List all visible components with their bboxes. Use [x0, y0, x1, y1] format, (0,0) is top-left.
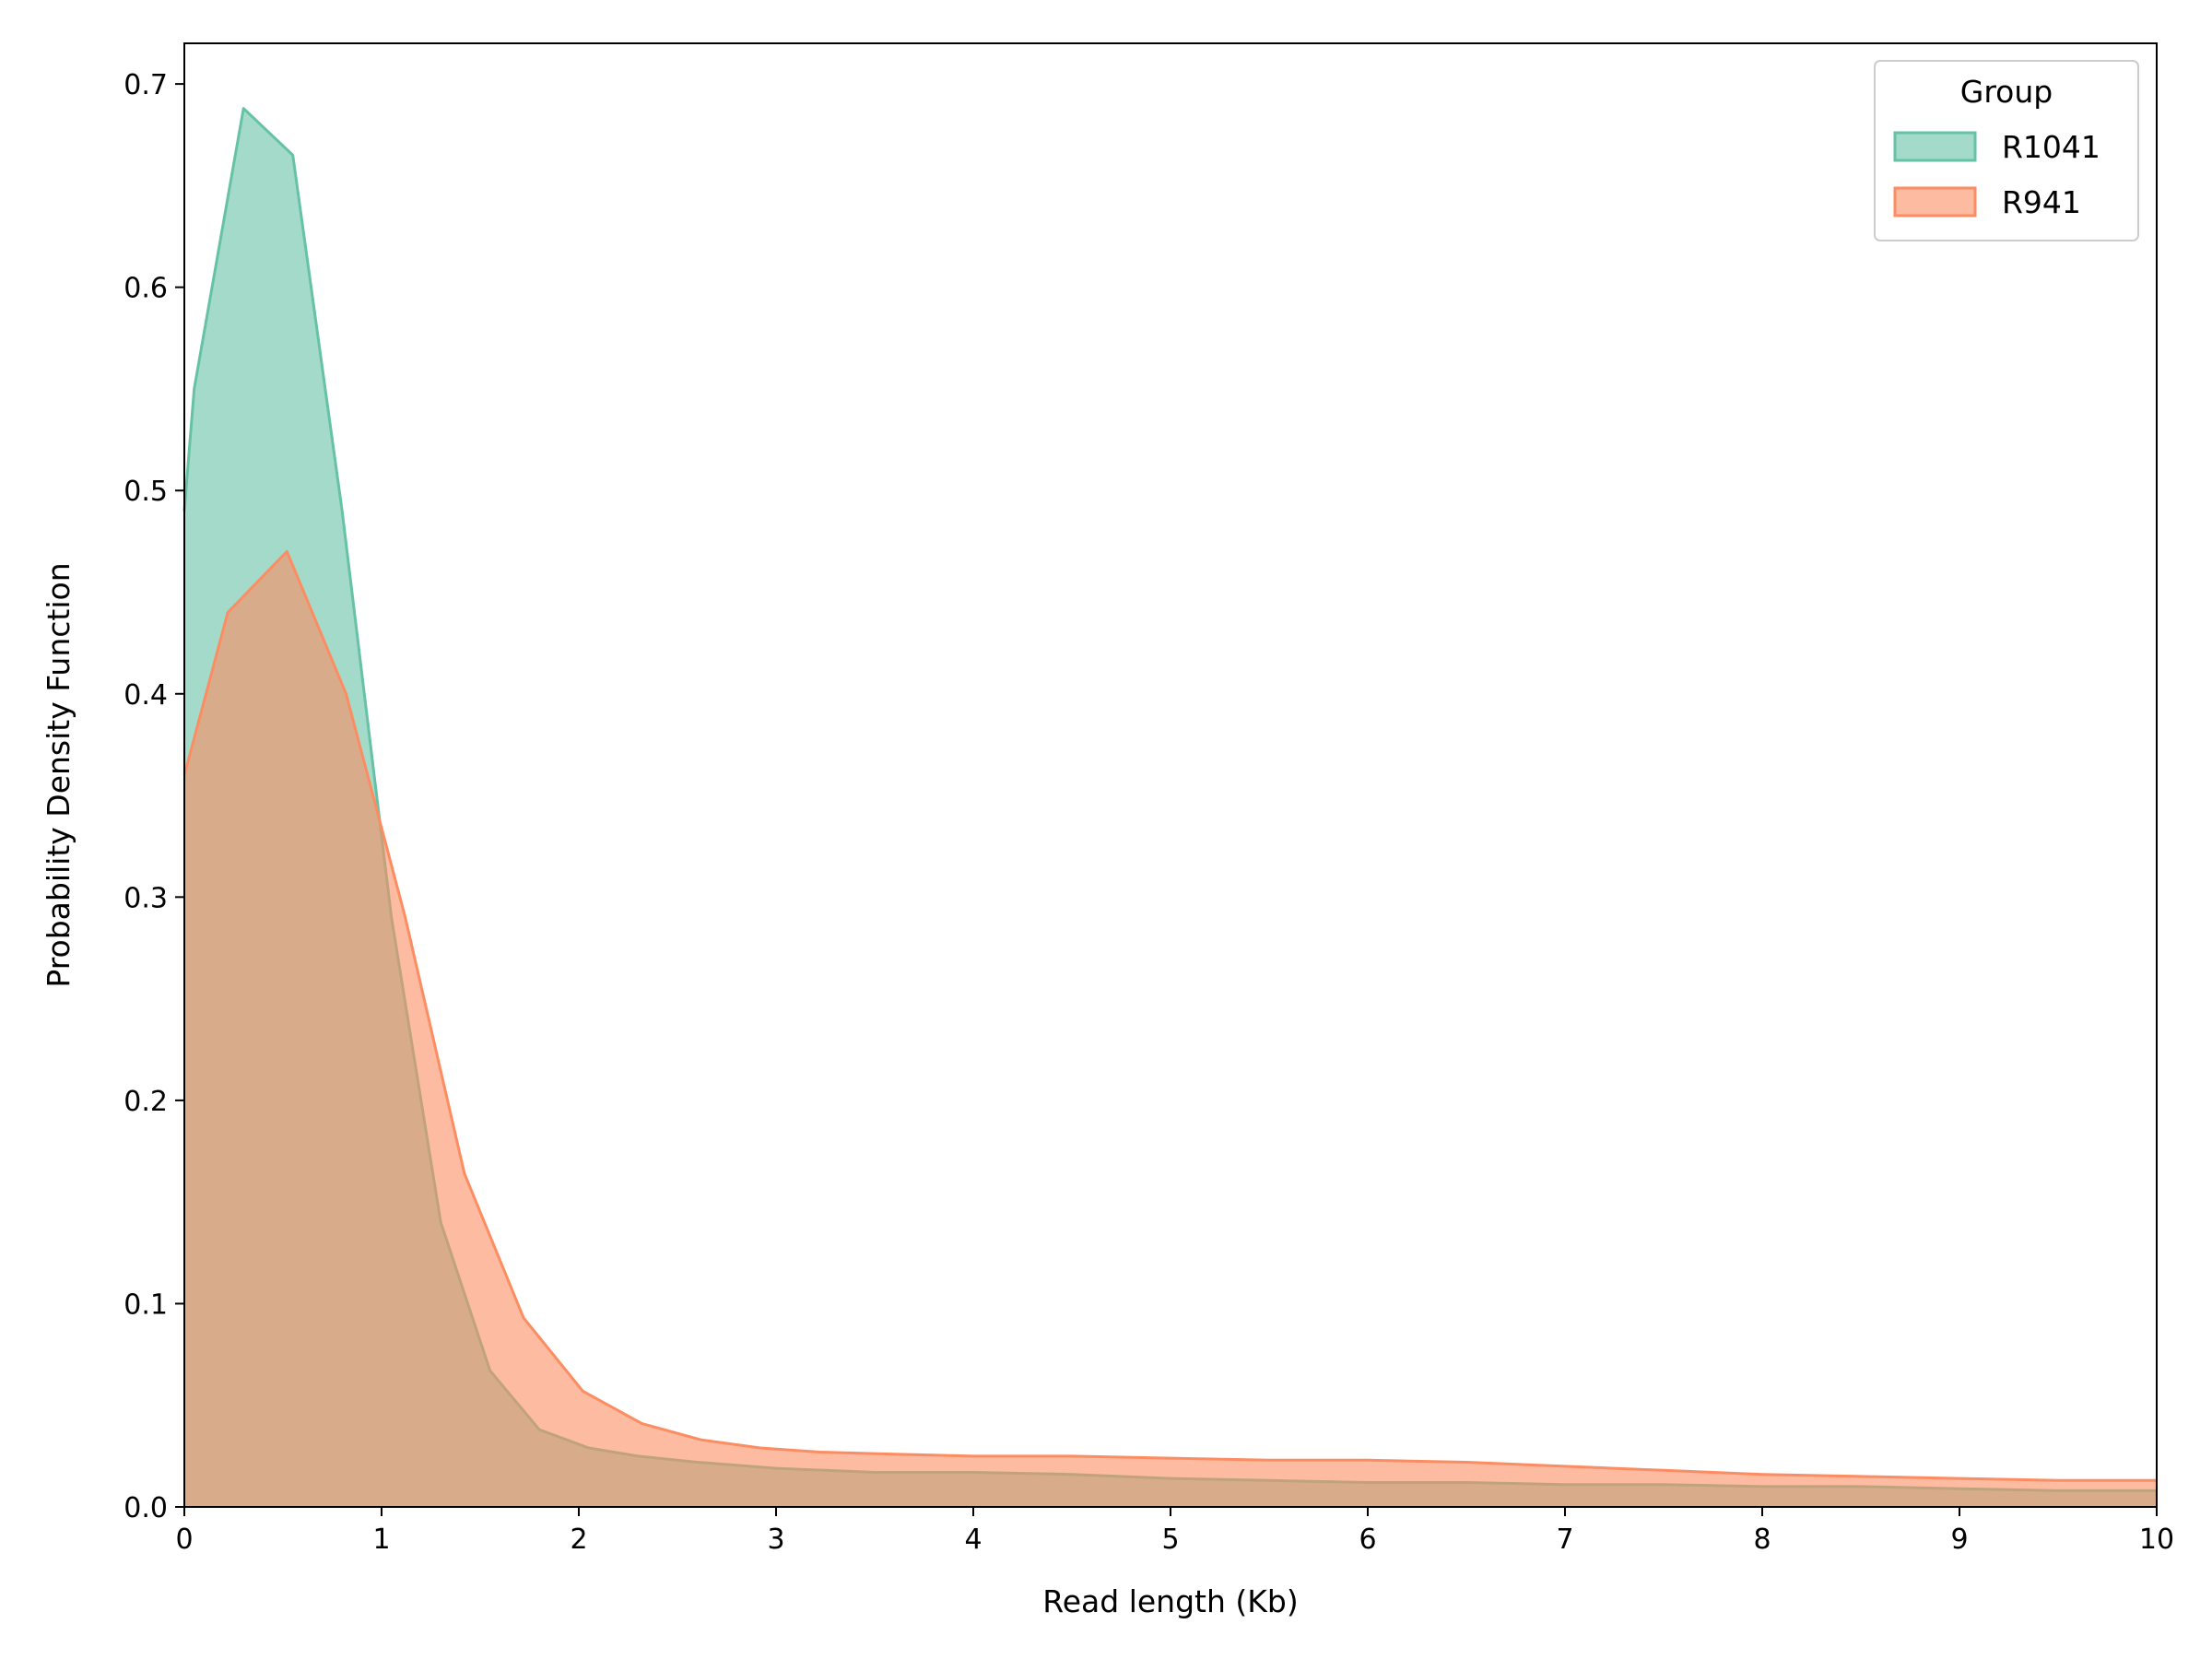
- legend-label-r941: R941: [2002, 184, 2081, 220]
- legend: Group R1041 R941: [1874, 60, 2139, 241]
- y-tick-label: 0.5: [124, 476, 168, 508]
- y-tick-label: 0.1: [124, 1288, 168, 1321]
- y-axis: 0.0 0.1 0.2 0.3 0.4 0.5 0.6 0.7: [124, 69, 184, 1524]
- x-tick-label: 7: [1556, 1524, 1573, 1556]
- y-tick-label: 0.4: [124, 679, 168, 712]
- x-axis-title: Read length (Kb): [1042, 1583, 1298, 1619]
- y-tick-label: 0.0: [124, 1492, 168, 1524]
- x-tick-label: 9: [1950, 1524, 1968, 1556]
- x-tick-label: 1: [372, 1524, 390, 1556]
- y-axis-title: Probability Density Function: [41, 562, 76, 987]
- x-tick-label: 10: [2139, 1524, 2174, 1556]
- x-tick-label: 0: [175, 1524, 193, 1556]
- x-tick-label: 6: [1359, 1524, 1376, 1556]
- series-layer: [182, 107, 2157, 1508]
- x-tick-label: 5: [1161, 1524, 1179, 1556]
- legend-items: R1041 R941: [1893, 129, 2100, 220]
- y-tick-label: 0.3: [124, 882, 168, 914]
- x-axis: 0 1 2 3 4 5 6 7 8 9 10: [175, 1507, 2174, 1556]
- legend-title: Group: [1960, 74, 2053, 110]
- legend-swatch-r1041: [1893, 131, 1977, 162]
- x-tick-label: 3: [767, 1524, 784, 1556]
- x-tick-label: 2: [570, 1524, 587, 1556]
- area-r941: [184, 551, 2157, 1507]
- y-tick-label: 0.7: [124, 69, 168, 101]
- legend-swatch-r941: [1893, 186, 1977, 218]
- y-tick-label: 0.2: [124, 1086, 168, 1118]
- x-tick-label: 4: [964, 1524, 982, 1556]
- line-r941: [182, 549, 2157, 1482]
- y-tick-label: 0.6: [124, 273, 168, 305]
- x-tick-label: 8: [1753, 1524, 1771, 1556]
- legend-label-r1041: R1041: [2002, 129, 2100, 165]
